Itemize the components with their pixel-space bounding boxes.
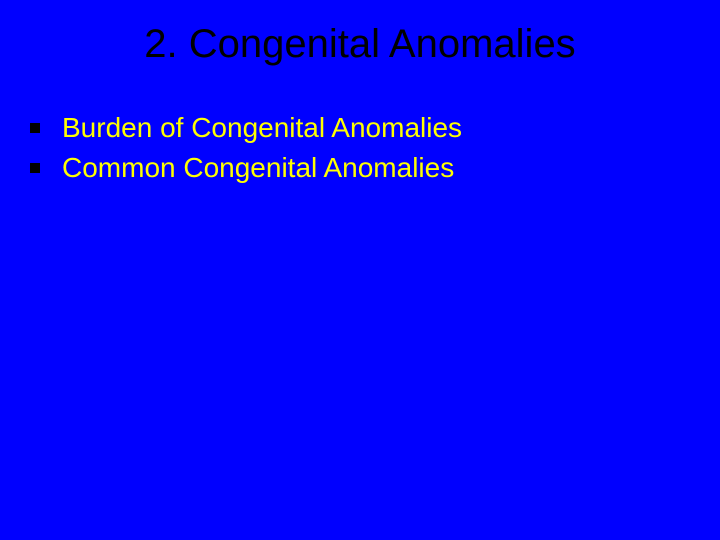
square-bullet-icon <box>30 163 40 173</box>
slide: 2. Congenital Anomalies Burden of Congen… <box>0 0 720 540</box>
square-bullet-icon <box>30 123 40 133</box>
list-item-label: Burden of Congenital Anomalies <box>62 108 462 148</box>
list-item: Common Congenital Anomalies <box>30 148 462 188</box>
list-item: Burden of Congenital Anomalies <box>30 108 462 148</box>
list-item-label: Common Congenital Anomalies <box>62 148 454 188</box>
slide-title: 2. Congenital Anomalies <box>0 22 720 67</box>
bullet-list: Burden of Congenital Anomalies Common Co… <box>30 108 462 188</box>
